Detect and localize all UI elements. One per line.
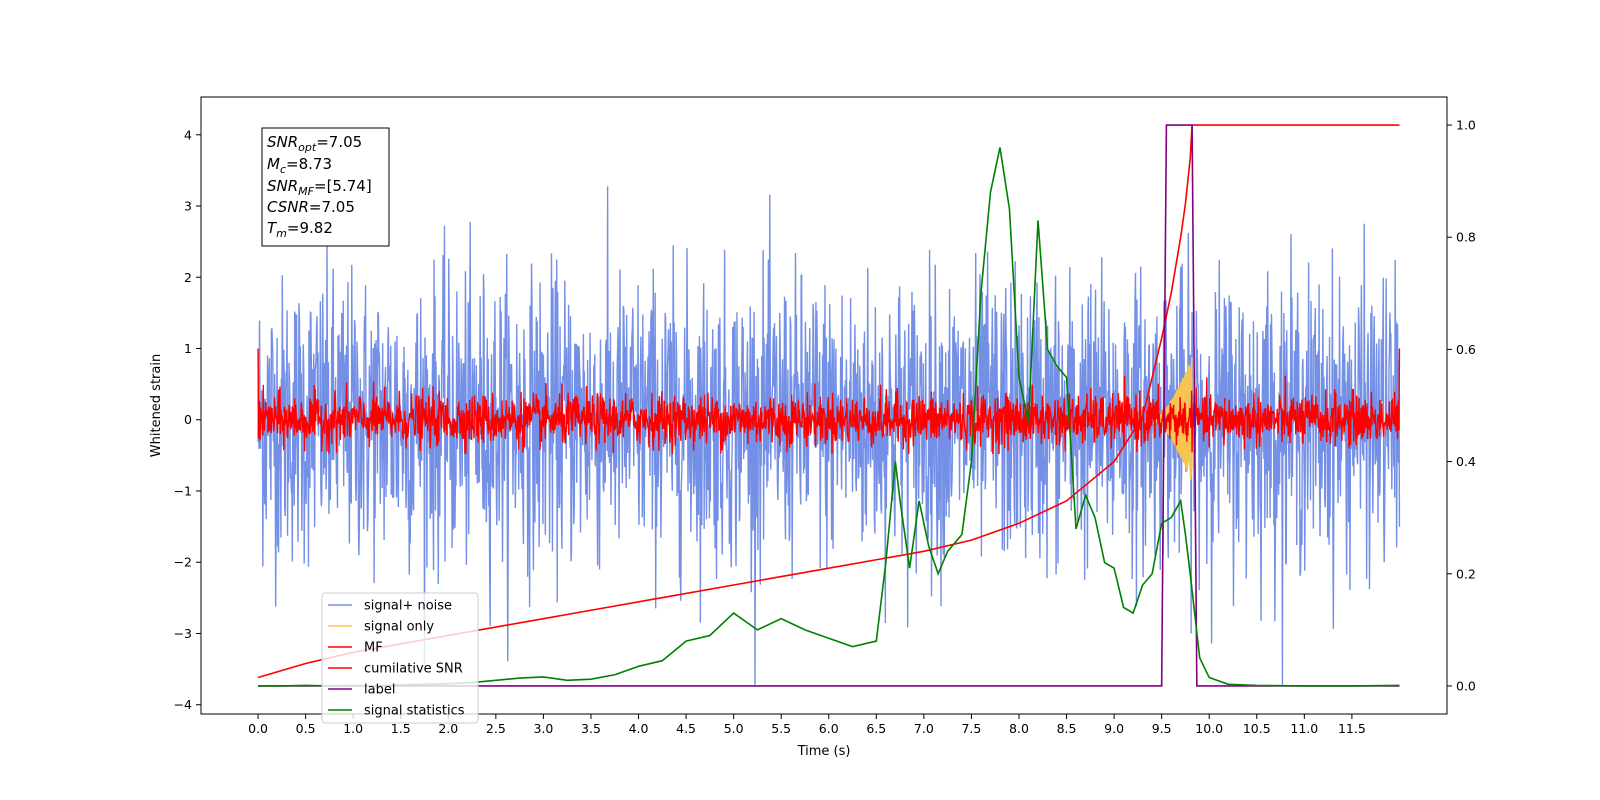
plot-frame	[200, 96, 1448, 715]
info-snr-mf: SNRMF=[5.74]	[267, 177, 372, 198]
x-tick-label: 10.5	[1243, 721, 1271, 736]
x-tick-label: 5.0	[724, 721, 744, 736]
x-tick-label: 1.0	[343, 721, 363, 736]
x-tick-label: 7.0	[914, 721, 934, 736]
y2-tick-label: 0.4	[1456, 454, 1476, 469]
x-tick-label: 1.5	[391, 721, 411, 736]
y-tick-label: −4	[174, 697, 192, 712]
x-tick-label: 10.0	[1195, 721, 1223, 736]
y-tick-label: −1	[174, 483, 192, 498]
x-tick-label: 3.5	[581, 721, 601, 736]
info-mc: Mc=8.73	[267, 155, 332, 176]
y-tick-label: 2	[184, 270, 192, 285]
x-tick-label: 8.0	[1009, 721, 1029, 736]
x-axis-label: Time (s)	[797, 744, 851, 759]
y2-tick-label: 0.6	[1456, 342, 1476, 357]
series-mf	[257, 348, 1401, 454]
info-snr-opt: SNRopt=7.05	[267, 133, 362, 154]
x-tick-label: 9.0	[1104, 721, 1124, 736]
x-tick-label: 0.5	[296, 721, 316, 736]
legend-entry: signal statistics	[364, 704, 465, 719]
y-tick-label: 3	[184, 199, 192, 214]
x-tick-label: 0.0	[248, 721, 268, 736]
y2-tick-label: 0.0	[1456, 678, 1476, 693]
info-tm: Tm=9.82	[267, 219, 333, 240]
x-tick-label: 3.0	[533, 721, 553, 736]
y-tick-label: −2	[174, 555, 192, 570]
y-tick-label: 0	[184, 412, 192, 427]
x-tick-label: 4.5	[676, 721, 696, 736]
legend-entry: MF	[364, 641, 383, 656]
info-csnr: CSNR=7.05	[267, 198, 355, 216]
x-tick-label: 4.0	[629, 721, 649, 736]
info-box: SNRopt=7.05 Mc=8.73 SNRMF=[5.74] CSNR=7.…	[261, 127, 390, 247]
legend-entry: label	[364, 683, 395, 698]
x-axis: 0.0 0.5 1.0 1.5 2.0 2.5 3.0 3.5 4.0 4.5 5.0 5.5 6.0 6…	[248, 714, 1366, 736]
y2-tick-label: 0.2	[1456, 566, 1476, 581]
x-tick-label: 2.0	[438, 721, 458, 736]
series-signal-statistics	[258, 147, 1400, 687]
legend-entry: signal only	[364, 620, 434, 635]
legend: signal+ noise signal only MF cumilative SNR…	[321, 592, 479, 724]
y2-tick-label: 0.8	[1456, 230, 1476, 245]
legend-entry: cumilative SNR	[364, 662, 463, 677]
y-axis-label: Whitened strain	[149, 354, 164, 457]
y-tick-label: −3	[174, 626, 192, 641]
x-tick-label: 11.0	[1290, 721, 1318, 736]
x-tick-label: 11.5	[1338, 721, 1366, 736]
y-tick-label: 4	[184, 127, 192, 142]
y-axis-right: 1.0 0.8 0.6 0.4 0.2 0.0	[1447, 118, 1476, 693]
x-tick-label: 2.5	[486, 721, 506, 736]
x-tick-label: 5.5	[771, 721, 791, 736]
y2-tick-label: 1.0	[1456, 118, 1476, 133]
legend-entry: signal+ noise	[364, 599, 452, 614]
series-label	[258, 124, 1400, 687]
x-tick-label: 6.0	[819, 721, 839, 736]
x-tick-label: 6.5	[866, 721, 886, 736]
y-tick-label: 1	[184, 341, 192, 356]
legend-box	[321, 592, 479, 724]
y-axis-left: 4 3 2 1 0 −1 −2 −3 −4	[174, 127, 201, 712]
x-tick-label: 8.5	[1057, 721, 1077, 736]
series-signal-noise	[257, 186, 1401, 685]
x-tick-label: 7.5	[961, 721, 981, 736]
x-tick-label: 9.5	[1152, 721, 1172, 736]
